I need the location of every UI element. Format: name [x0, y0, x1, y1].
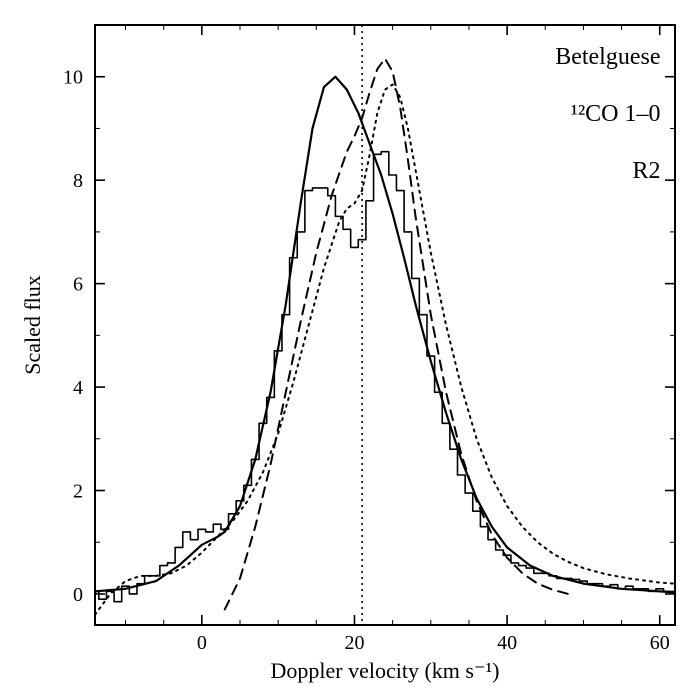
x-axis-label: Doppler velocity (km s⁻¹): [271, 658, 500, 683]
y-axis-label: Scaled flux: [20, 275, 45, 375]
annotation-text: Betelguese: [555, 44, 660, 70]
x-tick-label: 40: [497, 632, 517, 654]
spectrum-chart: 0 20 40 60 0 2 4 6 8 10 Doppler velocity (km s⁻¹) S…: [0, 0, 700, 700]
x-tick-label: 20: [344, 632, 364, 654]
series-solid-smooth: [95, 77, 675, 593]
annotation-text: ¹²CO 1–0: [571, 101, 661, 127]
y-tick-label: 4: [73, 377, 83, 399]
y-tick-label: 0: [73, 584, 83, 606]
series-histogram-step: [91, 152, 679, 602]
y-tick-label: 6: [73, 274, 83, 296]
series-dashed-smooth: [225, 59, 568, 610]
chart-container: 0 20 40 60 0 2 4 6 8 10 Doppler velocity (km s⁻¹) S…: [0, 0, 700, 700]
x-tick-label: 0: [197, 632, 207, 654]
y-tick-label: 8: [73, 170, 83, 192]
y-tick-label: 10: [63, 67, 83, 89]
annotation-text: R2: [632, 158, 660, 184]
x-tick-label: 60: [650, 632, 670, 654]
y-tick-label: 2: [73, 481, 83, 503]
